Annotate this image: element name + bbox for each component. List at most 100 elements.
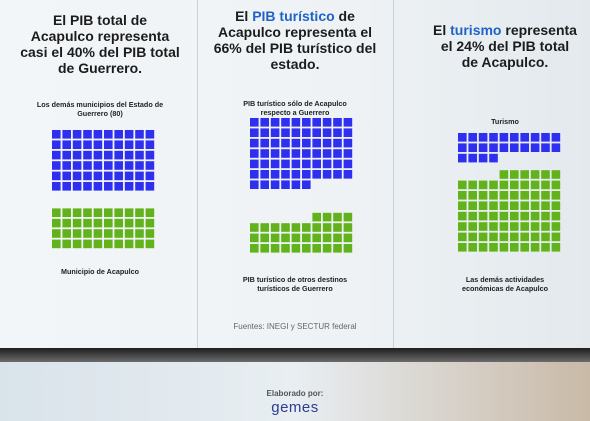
waffle-cell	[83, 182, 92, 191]
waffle-cell	[104, 140, 113, 149]
waffle-cell	[531, 170, 540, 179]
waffle-cell	[323, 139, 332, 148]
waffle-cell	[73, 208, 82, 217]
waffle-cell	[260, 234, 269, 243]
waffle-cell	[271, 244, 280, 253]
waffle-cell	[344, 128, 353, 137]
waffle-cell	[531, 181, 540, 190]
waffle-cell	[333, 139, 342, 148]
waffle-cell	[479, 212, 488, 221]
waffle-cell	[479, 201, 488, 210]
infographic: Fuentes: INEGI y SECTUR federal Elaborad…	[0, 0, 590, 421]
waffle-cell	[500, 212, 509, 221]
waffle-cell	[135, 130, 144, 139]
waffle-cell	[541, 143, 550, 152]
waffle-cell	[541, 170, 550, 179]
waffle-cell	[468, 143, 477, 152]
waffle-cell	[52, 151, 61, 160]
waffle-cell	[260, 244, 269, 253]
waffle-cell	[500, 143, 509, 152]
waffle-cell	[62, 240, 71, 249]
waffle-cell	[344, 170, 353, 179]
waffle-cell	[281, 180, 290, 189]
waffle-cell	[333, 234, 342, 243]
waffle-cell	[500, 233, 509, 242]
waffle-cell	[500, 191, 509, 200]
waffle-cell	[271, 223, 280, 232]
waffle-cell	[531, 143, 540, 152]
waffle-cell	[73, 130, 82, 139]
panel-title: El PIB total de Acapulco representa casi…	[20, 12, 180, 76]
waffle-cell	[114, 151, 123, 160]
waffle-cell	[94, 130, 103, 139]
waffle-cell	[344, 213, 353, 222]
waffle-cell	[468, 191, 477, 200]
waffle-cell	[271, 149, 280, 158]
waffle-cell	[323, 149, 332, 158]
waffle-cell	[114, 161, 123, 170]
waffle-cell	[260, 139, 269, 148]
waffle-cell	[344, 160, 353, 169]
title-part: PIB turístico	[252, 8, 334, 24]
waffle-cell	[62, 182, 71, 191]
waffle-cell	[520, 143, 529, 152]
waffle-cell	[468, 154, 477, 163]
waffle-cell	[510, 143, 519, 152]
waffle-cell	[292, 118, 301, 127]
waffle-cell	[94, 182, 103, 191]
waffle-cell	[302, 234, 311, 243]
waffle-cell	[323, 213, 332, 222]
waffle-cell	[333, 223, 342, 232]
waffle-cell	[292, 234, 301, 243]
waffle-cell	[52, 208, 61, 217]
waffle-cell	[531, 233, 540, 242]
waffle-cell	[260, 128, 269, 137]
waffle-cell	[83, 219, 92, 228]
waffle-cell	[52, 240, 61, 249]
waffle-cell	[73, 240, 82, 249]
waffle-cell	[489, 233, 498, 242]
waffle-cell	[458, 191, 467, 200]
waffle-cell	[344, 223, 353, 232]
waffle-cell	[510, 170, 519, 179]
waffle-cell	[468, 233, 477, 242]
waffle-cell	[489, 243, 498, 252]
waffle-cell	[292, 139, 301, 148]
waffle-cell	[281, 149, 290, 158]
waffle-cell	[333, 118, 342, 127]
waffle-cell	[62, 161, 71, 170]
waffle-cell	[468, 243, 477, 252]
panel-title: El turismo representa el 24% del PIB tot…	[433, 22, 578, 70]
waffle-cell	[510, 181, 519, 190]
category-label: PIB turístico sólo de Acapulco respecto …	[230, 100, 360, 117]
waffle-cell	[344, 244, 353, 253]
waffle-cell	[146, 229, 155, 238]
waffle-cell	[250, 223, 259, 232]
waffle-cell	[510, 233, 519, 242]
waffle-cell	[104, 219, 113, 228]
waffle-cell	[312, 170, 321, 179]
waffle-cell	[531, 212, 540, 221]
waffle-cell	[552, 201, 561, 210]
waffle-cell	[541, 212, 550, 221]
waffle-cell	[541, 233, 550, 242]
waffle-cell	[333, 149, 342, 158]
waffle-cell	[500, 243, 509, 252]
waffle-cell	[135, 182, 144, 191]
waffle-cell	[146, 140, 155, 149]
waffle-cell	[500, 170, 509, 179]
waffle-cell	[479, 243, 488, 252]
waffle-cell	[333, 160, 342, 169]
waffle-cell	[125, 182, 134, 191]
waffle-cell	[250, 160, 259, 169]
waffle-cell	[135, 240, 144, 249]
waffle-cell	[250, 128, 259, 137]
waffle-cell	[479, 154, 488, 163]
waffle-cell	[104, 151, 113, 160]
waffle-cell	[250, 139, 259, 148]
waffle-cell	[62, 172, 71, 181]
waffle-cell	[552, 191, 561, 200]
waffle-cell	[292, 170, 301, 179]
waffle-cell	[271, 118, 280, 127]
waffle-cell	[510, 243, 519, 252]
